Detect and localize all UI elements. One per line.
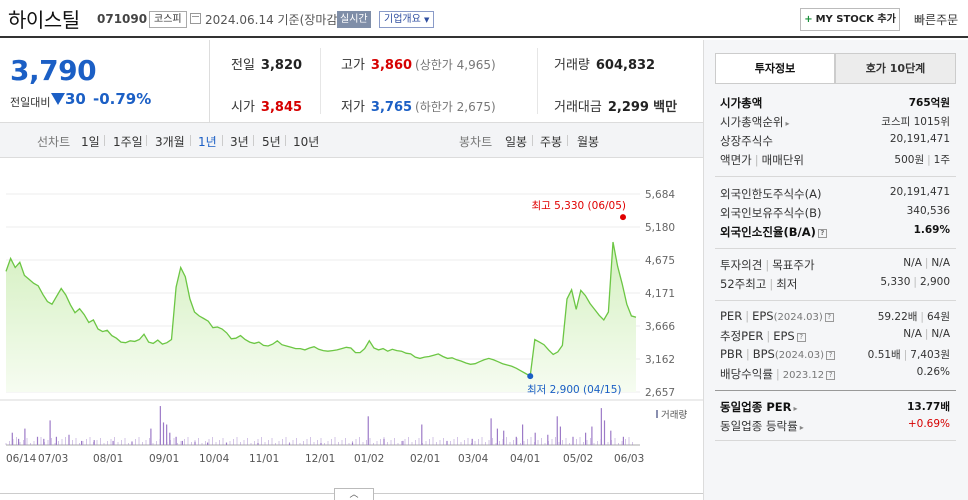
x-tick-label: 10/04: [199, 453, 230, 465]
volume-legend: 거래량: [661, 409, 687, 421]
price-change: 30: [65, 90, 86, 108]
divider: [537, 48, 538, 114]
x-tick-label: 04/01: [510, 453, 540, 465]
tab-3y[interactable]: 3년: [230, 135, 249, 149]
par-row: 액면가 | 매매단위 500원 | 1주: [720, 153, 950, 167]
high-annotation: 최고 5,330 (06/05): [531, 200, 626, 212]
realtime-badge[interactable]: 실시간: [337, 11, 371, 28]
foreign-limit-row: 외국인한도주식수(A) 20,191,471: [720, 186, 950, 201]
prev-close: 전일 3,820: [231, 58, 303, 73]
current-price-box: 3,790 전일대비 30 -0.79%: [0, 40, 210, 122]
x-tick-label: 03/04: [458, 453, 489, 465]
current-price: 3,790: [10, 54, 97, 87]
mktcap-rank-row: 시가총액순위 ▸ 코스피 1015위: [720, 115, 950, 129]
tab-1w[interactable]: 1주일: [113, 135, 143, 149]
div-row: 배당수익률 | 2023.12? 0.26%: [720, 366, 950, 381]
x-tick-label: 06/03: [614, 453, 644, 465]
industry-rate-row: 동일업종 등락률 ▸ +0.69%: [720, 418, 950, 433]
x-tick-label: 06/14: [6, 453, 37, 465]
y-tick-label: 5,684: [645, 189, 675, 201]
x-tick-label: 09/01: [149, 453, 179, 465]
calendar-icon: [190, 13, 201, 24]
quote-date: 2024.06.14 기준(장마감): [205, 13, 343, 27]
x-tick-label: 08/01: [93, 453, 123, 465]
tab-daily[interactable]: 일봉: [505, 135, 528, 149]
invest-info-panel: 투자정보 호가 10단계 시가총액 765억원 시가총액순위 ▸ 코스피 1015위 …: [703, 40, 968, 500]
industry-per-row: 동일업종 PER ▸ 13.77배: [720, 400, 950, 414]
low-marker: [527, 373, 534, 380]
price-line: [5, 241, 637, 378]
tab-weekly[interactable]: 주봉: [540, 135, 563, 149]
chevron-down-icon: ▼: [424, 16, 430, 24]
tab-1d[interactable]: 1일: [81, 135, 100, 149]
tab-line-chart[interactable]: 선차트: [37, 135, 71, 149]
per-row: PER | EPS(2024.03)? 59.22배 | 64원: [720, 309, 950, 323]
tab-1y[interactable]: 1년: [198, 135, 217, 149]
y-tick-label: 4,675: [645, 255, 675, 267]
stock-name: 하이스틸: [8, 8, 80, 32]
collapse-chart-button[interactable]: ︿: [334, 488, 374, 500]
tab-10y[interactable]: 10년: [293, 135, 320, 149]
chart-period-tabs: 선차트 1일 1주일 3개월 1년 3년 5년 10년 봉차트 일봉 주봉 월봉: [0, 122, 703, 158]
help-icon[interactable]: ?: [796, 333, 806, 342]
corp-overview-dropdown[interactable]: 기업개요 ▼: [379, 11, 435, 28]
x-tick-label: 02/01: [410, 453, 440, 465]
open-price: 시가 3,845: [231, 100, 303, 115]
x-tick-label: 11/01: [249, 453, 279, 465]
add-mystock-button[interactable]: + MY STOCK 추가: [800, 8, 900, 31]
quick-order-button[interactable]: 빠른주문: [914, 13, 959, 27]
w52-row: 52주최고 | 최저 5,330 | 2,900: [720, 276, 950, 291]
shares-row: 상장주식수 20,191,471: [720, 133, 950, 148]
x-tick-label: 07/03: [38, 453, 68, 465]
tab-monthly[interactable]: 월봉: [577, 135, 600, 149]
tab-5y[interactable]: 5년: [262, 135, 281, 149]
y-tick-label: 3,162: [645, 354, 675, 366]
high-price: 고가 3,860 (상한가 4,965): [341, 58, 496, 73]
help-icon[interactable]: ?: [826, 371, 836, 380]
stock-code: 071090: [97, 12, 148, 26]
high-marker: [620, 214, 626, 221]
y-tick-label: 3,666: [645, 321, 675, 333]
y-tick-label: 4,171: [645, 288, 675, 300]
low-annotation: 최저 2,900 (04/15): [527, 384, 622, 396]
chevron-right-icon[interactable]: ▸: [793, 404, 798, 413]
trade-amount: 거래대금 2,299 백만: [554, 100, 678, 115]
foreign-hold-row: 외국인보유주식수(B) 340,536: [720, 205, 950, 220]
price-change-pct: -0.79%: [93, 90, 152, 108]
pbr-row: PBR | BPS(2024.03)? 0.51배 | 7,403원: [720, 347, 950, 361]
volume-legend-swatch: [656, 410, 658, 418]
help-icon[interactable]: ?: [817, 229, 827, 238]
down-triangle-icon: [51, 93, 65, 105]
stock-header: 하이스틸 071090 코스피 2024.06.14 기준(장마감) 실시간 기…: [0, 0, 968, 38]
price-chart-svg: 5,684 5,180 4,675 4,171 3,666 3,162 2,657 최고 5,…: [0, 189, 703, 465]
mktcap-row: 시가총액 765억원: [720, 96, 950, 110]
chevron-right-icon[interactable]: ▸: [799, 423, 804, 432]
x-tick-label: 01/02: [354, 453, 384, 465]
x-tick-label: 12/01: [305, 453, 335, 465]
x-tick-label: 05/02: [563, 453, 593, 465]
market-badge: 코스피: [149, 11, 187, 28]
y-tick-label: 2,657: [645, 387, 675, 399]
tab-invest-info[interactable]: 투자정보: [715, 53, 835, 84]
chevron-right-icon[interactable]: ▸: [785, 119, 790, 128]
help-icon[interactable]: ?: [824, 313, 834, 322]
tab-candle-chart[interactable]: 봉차트: [459, 135, 493, 149]
help-icon[interactable]: ?: [825, 351, 835, 360]
low-price: 저가 3,765 (하한가 2,675): [341, 100, 496, 115]
price-chart[interactable]: 5,684 5,180 4,675 4,171 3,666 3,162 2,657 최고 5,…: [0, 160, 703, 500]
tab-3m[interactable]: 3개월: [155, 135, 185, 149]
opinion-row: 투자의견 | 목표주가 N/A | N/A: [720, 257, 950, 272]
y-tick-label: 5,180: [645, 222, 675, 234]
volume: 거래량 604,832: [554, 58, 656, 73]
chevron-up-icon: ︿: [349, 490, 359, 500]
plus-icon: +: [804, 14, 813, 25]
est-per-row: 추정PER | EPS? N/A | N/A: [720, 328, 950, 343]
divider: [320, 48, 321, 114]
tab-orderbook[interactable]: 호가 10단계: [835, 53, 956, 84]
foreign-ratio-row: 외국인소진율(B/A)? 1.69%: [720, 224, 950, 239]
price-area: [6, 242, 636, 392]
change-label: 전일대비: [10, 96, 51, 109]
